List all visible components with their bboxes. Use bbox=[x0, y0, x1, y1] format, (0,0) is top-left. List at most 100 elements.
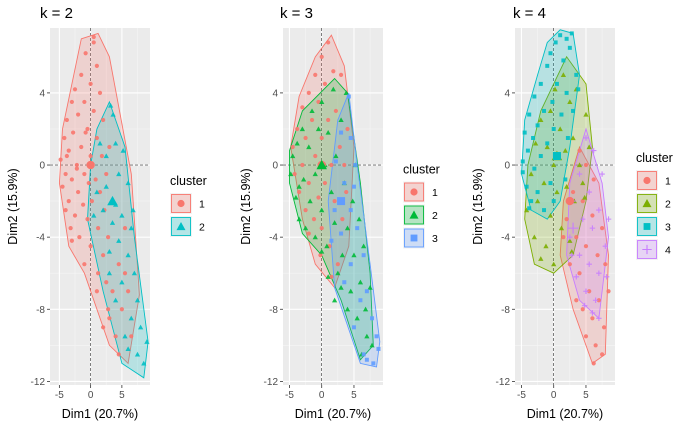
data-point bbox=[580, 216, 586, 222]
data-point bbox=[586, 189, 592, 195]
data-point bbox=[559, 112, 564, 117]
data-point bbox=[82, 171, 87, 177]
data-point bbox=[583, 162, 589, 168]
data-point bbox=[590, 213, 595, 218]
data-point bbox=[125, 252, 131, 258]
data-point bbox=[603, 262, 608, 267]
data-point bbox=[605, 216, 612, 222]
series-4 bbox=[567, 135, 612, 322]
data-point bbox=[552, 86, 558, 92]
data-point bbox=[120, 147, 126, 153]
x-tick-label: -5 bbox=[517, 390, 526, 401]
data-point bbox=[119, 279, 125, 285]
data-point bbox=[576, 171, 583, 177]
data-point bbox=[119, 307, 124, 312]
data-point bbox=[101, 253, 106, 258]
data-point bbox=[545, 63, 550, 68]
data-point bbox=[567, 262, 572, 267]
data-point bbox=[570, 135, 576, 141]
data-point bbox=[306, 144, 312, 150]
series-3 bbox=[329, 94, 381, 366]
data-point bbox=[337, 144, 342, 150]
data-point bbox=[583, 288, 589, 294]
data-point bbox=[326, 117, 331, 123]
data-point bbox=[551, 162, 557, 168]
data-point bbox=[344, 225, 351, 231]
data-point bbox=[126, 289, 131, 294]
y-tick-label: -12 bbox=[496, 377, 511, 388]
x-tick-label: -5 bbox=[285, 390, 294, 401]
data-point bbox=[325, 129, 331, 135]
data-point bbox=[79, 144, 84, 150]
series-1 bbox=[290, 40, 350, 279]
data-point bbox=[319, 99, 325, 105]
panel-1: -5 0 5 -12 -8 -4 0 4 k = 2 Dim1 (20.7%) Dim2 (15.9… bbox=[6, 5, 207, 421]
data-point bbox=[367, 285, 373, 290]
data-point bbox=[586, 261, 592, 267]
y-tick-label: -12 bbox=[264, 377, 279, 388]
data-point bbox=[141, 360, 147, 366]
data-point bbox=[564, 90, 569, 95]
legend-item-1: 1 bbox=[403, 181, 438, 203]
data-point bbox=[116, 352, 121, 357]
data-point bbox=[563, 184, 570, 189]
data-point bbox=[69, 238, 74, 243]
data-point bbox=[86, 180, 91, 186]
data-point bbox=[318, 253, 323, 258]
legend-label: 1 bbox=[432, 187, 438, 199]
data-point bbox=[606, 289, 611, 294]
data-point bbox=[312, 234, 318, 240]
y-tick-label: -8 bbox=[501, 305, 510, 316]
x-tick-label: 0 bbox=[551, 390, 557, 401]
data-point bbox=[297, 189, 302, 195]
data-point bbox=[306, 90, 311, 96]
data-point bbox=[589, 310, 596, 316]
data-point bbox=[290, 144, 295, 150]
legend-label: 1 bbox=[665, 176, 671, 188]
data-point bbox=[331, 220, 338, 225]
data-point bbox=[543, 243, 549, 249]
data-point bbox=[333, 153, 339, 159]
data-point bbox=[593, 343, 598, 348]
data-point bbox=[300, 162, 305, 168]
data-point bbox=[340, 217, 345, 222]
y-tick-label: -4 bbox=[501, 233, 510, 244]
data-point bbox=[535, 190, 540, 195]
data-point bbox=[339, 252, 345, 258]
data-point bbox=[122, 271, 128, 276]
y-tick-label: -8 bbox=[269, 305, 278, 316]
legend-item-4: 4 bbox=[636, 239, 671, 260]
data-point bbox=[106, 307, 111, 312]
data-point bbox=[583, 111, 589, 117]
data-point bbox=[83, 51, 88, 56]
data-point bbox=[333, 159, 338, 164]
cluster-hull-2 bbox=[524, 55, 593, 274]
data-point bbox=[534, 198, 541, 204]
x-tick-label: 5 bbox=[583, 390, 589, 401]
data-point bbox=[91, 34, 96, 40]
data-point bbox=[309, 117, 315, 123]
data-point bbox=[58, 157, 63, 162]
data-point bbox=[82, 99, 87, 105]
data-point bbox=[551, 261, 557, 267]
legend-label: 1 bbox=[199, 199, 205, 211]
data-point bbox=[64, 117, 69, 123]
data-point bbox=[527, 206, 532, 211]
data-point bbox=[560, 72, 567, 77]
data-point bbox=[335, 270, 341, 276]
panel-title: k = 3 bbox=[280, 5, 313, 22]
data-point bbox=[595, 253, 600, 258]
data-point bbox=[591, 177, 596, 182]
data-point bbox=[94, 189, 100, 195]
data-point bbox=[103, 153, 109, 159]
cluster-center-4 bbox=[567, 222, 579, 234]
data-point bbox=[104, 280, 109, 285]
data-point bbox=[66, 148, 71, 153]
panel-3: -5 0 5 -12 -8 -4 0 4 k = 4 Dim1 (20.7%) Dim2 (15.9… bbox=[471, 5, 673, 421]
data-point bbox=[583, 334, 589, 339]
data-point bbox=[335, 262, 340, 267]
data-point bbox=[338, 72, 344, 77]
y-tick-label: -8 bbox=[36, 305, 45, 316]
data-point bbox=[104, 171, 109, 177]
data-point bbox=[144, 339, 150, 344]
